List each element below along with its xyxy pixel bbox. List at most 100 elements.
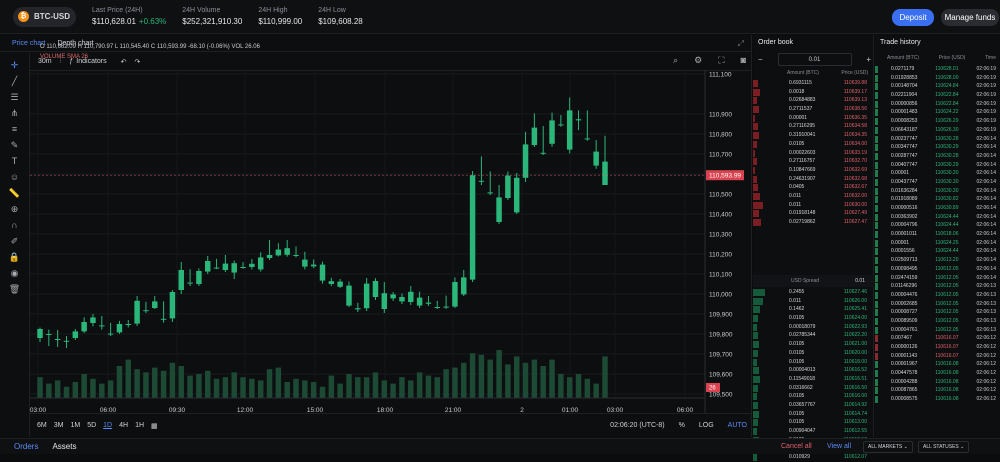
fib-icon[interactable]: ≡ <box>11 124 18 134</box>
cancel-all-button[interactable]: Cancel all <box>781 443 812 450</box>
price-chart[interactable]: 111,100110,900110,800110,700110,600110,5… <box>30 70 752 413</box>
ask-row[interactable]: 0.10847669 110632.69 <box>753 166 874 175</box>
trade-time: 02:06:14 <box>976 135 996 142</box>
timeframe-3m[interactable]: 3M <box>53 422 64 429</box>
bid-row[interactable]: 0.0105 110613.00 <box>753 418 874 427</box>
fullscreen-icon[interactable]: ⛶ <box>718 55 725 65</box>
auto-toggle[interactable]: AUTO <box>727 422 747 429</box>
undo-icon[interactable]: ↶ <box>120 58 127 66</box>
indicators-icon[interactable]: ƒ <box>69 58 74 65</box>
bid-row[interactable]: 0.0105 110621.00 <box>753 340 874 349</box>
log-toggle[interactable]: LOG <box>698 422 714 429</box>
ruler-icon[interactable]: 📏 <box>8 188 21 198</box>
expand-icon[interactable]: ⤢ <box>737 39 744 48</box>
ask-row[interactable]: 0.2711537 110638.56 <box>753 105 874 114</box>
lock-icon[interactable]: 🔒 <box>8 252 21 262</box>
ask-row[interactable]: 0.00022603 110633.19 <box>753 149 874 158</box>
ask-row[interactable]: 0.31910041 110634.35 <box>753 131 874 140</box>
magnet-icon[interactable]: ∩ <box>11 220 18 230</box>
bid-row[interactable]: 0.1462 110625.41 <box>753 305 874 314</box>
crosshair-icon[interactable]: ✛ <box>10 60 19 70</box>
minus-icon[interactable]: − <box>758 54 763 64</box>
bid-row[interactable]: 0.2455 110627.46 <box>753 288 874 297</box>
search-icon[interactable]: ⌕ <box>673 55 679 65</box>
interval-selector[interactable]: 30m <box>38 58 52 65</box>
tab-orders[interactable]: Orders <box>14 442 39 451</box>
trendline-icon[interactable]: ╱ <box>11 76 18 86</box>
manage-funds-button[interactable]: Manage funds <box>941 9 999 26</box>
tab-depth-chart[interactable]: Depth chart <box>57 39 94 47</box>
bid-row[interactable]: 0.0105 110616.00 <box>753 392 874 401</box>
horizontal-lines-icon[interactable]: ☰ <box>10 92 19 102</box>
brush-icon[interactable]: ✎ <box>10 140 19 150</box>
ask-row[interactable]: 0.02719862 110627.47 <box>753 218 874 227</box>
bid-row[interactable]: 0.00904047 110612.55 <box>753 427 874 436</box>
bid-row[interactable]: 0.010929 110612.07 <box>753 453 874 462</box>
ask-row[interactable]: 0.0105 110634.00 <box>753 140 874 149</box>
x-tick-label: 12:00 <box>237 407 254 413</box>
emoji-icon[interactable]: ☺ <box>9 172 20 182</box>
statuses-dropdown[interactable]: ALL STATUSES ⌄ <box>918 440 970 453</box>
zoom-icon[interactable]: ⊕ <box>10 204 19 214</box>
ask-row[interactable]: 0.6931115 110639.88 <box>753 79 874 88</box>
ask-row[interactable]: 0.00001 110636.35 <box>753 114 874 123</box>
price-step-value[interactable]: 0.01 <box>777 52 852 66</box>
tab-assets[interactable]: Assets <box>52 442 77 451</box>
volume-label: 26 <box>709 386 716 392</box>
calendar-icon[interactable]: ▦ <box>151 422 158 430</box>
clock-readout: 02:06:20 (UTC-8) <box>610 422 665 429</box>
trash-icon[interactable]: 🗑 <box>8 284 21 294</box>
ask-row[interactable]: 0.01918148 110627.49 <box>753 209 874 218</box>
percent-toggle[interactable]: % <box>678 422 685 429</box>
timeframe-4h[interactable]: 4H <box>119 422 129 429</box>
pitchfork-icon[interactable]: ⋔ <box>10 108 19 118</box>
bid-row[interactable]: 0.00018079 110622.93 <box>753 323 874 332</box>
bid-row[interactable]: 0.02785344 110622.20 <box>753 331 874 340</box>
timeframe-1m[interactable]: 1M <box>70 422 81 429</box>
redo-icon[interactable]: ↷ <box>134 58 141 66</box>
bid-row[interactable]: 0.011 110626.00 <box>753 297 874 306</box>
bid-row[interactable]: 0.00004013 110616.52 <box>753 366 874 375</box>
bid-row[interactable]: 0.0105 110614.74 <box>753 410 874 419</box>
ask-row[interactable]: 0.27116757 110632.70 <box>753 157 874 166</box>
candle-type-icon[interactable]: ⫶ <box>59 57 62 65</box>
candle-body <box>160 318 167 320</box>
markets-dropdown[interactable]: ALL MARKETS ⌄ <box>863 440 913 453</box>
ask-row[interactable]: 0.24631907 110632.68 <box>753 175 874 184</box>
ask-row[interactable]: 0.02684883 110639.13 <box>753 96 874 105</box>
ask-row[interactable]: 0.27116295 110634.58 <box>753 122 874 131</box>
settings-icon[interactable]: ⚙ <box>694 55 703 65</box>
y-tick-label: 109,700 <box>709 352 733 359</box>
candle-body <box>390 294 396 299</box>
bid-row[interactable]: 0.0316662 110616.50 <box>753 384 874 393</box>
timeframe-1h[interactable]: 1H <box>135 422 145 429</box>
chart-toolbar: 30m ⫶ ƒ Indicators ↶ ↷ ⌕ ⚙ ⛶ ◙ <box>30 53 752 71</box>
timeframe-5d[interactable]: 5D <box>87 422 97 429</box>
bid-row[interactable]: 0.0105 110618.00 <box>753 358 874 367</box>
candle-body <box>249 263 255 267</box>
ask-row[interactable]: 0.011 110632.00 <box>753 192 874 201</box>
timeframe-1d[interactable]: 1D <box>103 422 113 429</box>
trade-time: 02:06:12 <box>976 387 996 394</box>
text-icon[interactable]: T <box>11 156 18 166</box>
eye-icon[interactable]: ◉ <box>10 268 19 278</box>
ask-row[interactable]: 0.0018 110639.17 <box>753 88 874 97</box>
camera-icon[interactable]: ◙ <box>740 55 746 65</box>
tab-price-chart[interactable]: Price chart <box>12 39 46 47</box>
plus-icon[interactable]: + <box>866 54 871 64</box>
ask-row[interactable]: 0.011 110630.00 <box>753 201 874 210</box>
bid-row[interactable]: 0.0105 110620.00 <box>753 349 874 358</box>
depth-bar <box>753 297 763 305</box>
bid-row[interactable]: 0.03657767 110614.92 <box>753 401 874 410</box>
view-all-button[interactable]: View all <box>827 443 851 450</box>
deposit-button[interactable]: Deposit <box>892 9 934 26</box>
order-amount: 0.0105 <box>789 393 805 400</box>
pair-selector[interactable]: ₿ BTC-USD <box>13 6 76 27</box>
lock-draw-icon[interactable]: ✐ <box>10 236 19 246</box>
trade-price: 110618.06 <box>935 231 959 238</box>
ask-row[interactable]: 0.0405 110632.67 <box>753 183 874 192</box>
bid-row[interactable]: 0.0105 110624.00 <box>753 314 874 323</box>
timeframe-6m[interactable]: 6M <box>37 422 47 429</box>
indicators-button[interactable]: Indicators <box>76 58 107 65</box>
bid-row[interactable]: 0.11549018 110616.51 <box>753 375 874 384</box>
